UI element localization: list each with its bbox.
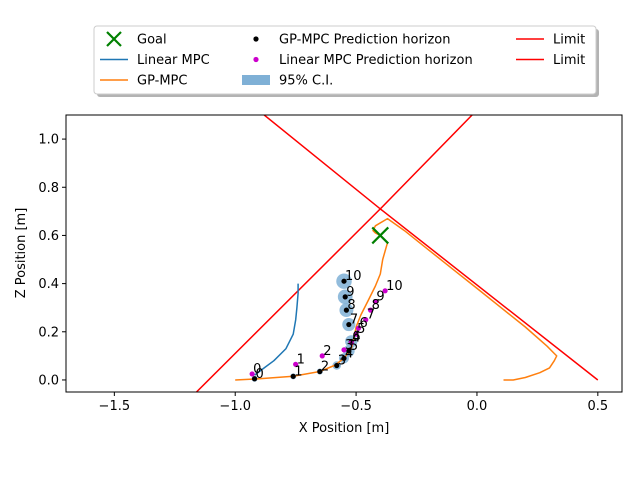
gp-pred-point-7 <box>346 321 352 328</box>
linear-pred-point-5 <box>353 331 359 337</box>
linear-step-label-6: 6 <box>360 316 368 331</box>
legend-label-5: Limit <box>553 53 585 68</box>
x-axis-label: X Position [m] <box>299 421 390 436</box>
linear-step-label-0: 0 <box>253 362 261 377</box>
axes-layer: −1.5 −1.0 −0.5 0.0 0.5 0.0 0.2 0.4 0.6 0.8 1.0 <box>38 114 623 414</box>
gp-pred-point-4 <box>341 355 347 361</box>
x-tick-label-0: −1.5 <box>99 399 131 414</box>
goal-marker <box>371 226 390 245</box>
legend-handle-0 <box>106 31 122 47</box>
gp-step-label-2: 2 <box>321 360 329 375</box>
gp-pred-point-1 <box>290 373 296 379</box>
y-tick-label-5: 1.0 <box>38 133 59 148</box>
gp-step-label-7: 7 <box>350 313 358 328</box>
linear-mpc-trajectory <box>254 283 299 376</box>
legend-handle-4 <box>253 56 259 63</box>
y-tick-label-4: 0.8 <box>38 181 59 196</box>
gp-step-label-10: 10 <box>345 269 362 284</box>
gp-step-label-1: 1 <box>294 364 302 379</box>
gp-pred-point-8 <box>343 307 350 313</box>
linear-step-label-5: 5 <box>357 322 365 337</box>
linear-pred-point-10 <box>382 288 388 294</box>
plot-area <box>195 115 599 392</box>
y-tick-label-3: 0.6 <box>38 229 59 244</box>
legend-box <box>93 25 597 95</box>
limit-line-1 <box>263 115 473 210</box>
gp-mpc-trajectory <box>235 217 558 381</box>
linear-step-label-8: 8 <box>372 298 380 313</box>
linear-step-label-1: 1 <box>297 352 305 367</box>
y-tick-label-2: 0.4 <box>38 277 59 292</box>
legend-label-4: Linear MPC Prediction horizon <box>279 53 473 68</box>
linear-pred-point-0 <box>249 371 255 377</box>
axes-frame <box>65 114 623 393</box>
gp-step-label-3: 3 <box>338 354 346 369</box>
x-tick-label-4: 0.5 <box>587 399 608 414</box>
legend-label-3: Linear MPC <box>137 53 210 68</box>
gp-step-label-5: 5 <box>350 339 358 354</box>
linear-pred-point-3 <box>341 347 347 353</box>
x-tick-label-3: 0.0 <box>467 399 488 414</box>
linear-pred-point-4 <box>348 340 354 346</box>
gp-step-label-0: 0 <box>256 367 264 382</box>
linear-pred-point-8 <box>367 307 374 313</box>
gp-pred-point-0 <box>251 376 258 382</box>
legend-handle-1 <box>253 36 259 42</box>
linear-pred-point-6 <box>355 325 362 331</box>
gp-step-label-4: 4 <box>345 346 353 361</box>
gp-step-label-6: 6 <box>352 329 360 344</box>
legend-label-1: GP-MPC Prediction horizon <box>279 33 450 48</box>
linear-step-label-9: 9 <box>376 290 384 305</box>
legend: Goal GP-MPC Prediction horizon Limit Linear… <box>93 25 599 97</box>
linear-pred-point-1 <box>293 361 299 367</box>
linear-pred-point-2 <box>319 353 325 359</box>
x-tick-label-2: −0.5 <box>340 399 372 414</box>
y-axis-label: Z Position [m] <box>14 208 29 299</box>
gp-pred-point-2 <box>317 368 323 375</box>
linear-step-label-10: 10 <box>386 279 403 294</box>
linear-step-label-4: 4 <box>352 331 360 346</box>
linear-step-label-2: 2 <box>323 344 331 359</box>
linear-step-label-3: 3 <box>345 338 353 353</box>
gp-pred-point-3 <box>334 362 340 369</box>
y-tick-label-0: 0.0 <box>38 373 59 388</box>
legend-label-0: Goal <box>137 33 167 48</box>
x-tick-label-1: −1.0 <box>219 399 251 414</box>
gp-pred-point-5 <box>346 348 352 354</box>
legend-label-6: GP-MPC <box>137 74 187 89</box>
linear-step-label-7: 7 <box>367 308 375 323</box>
linear-pred-point-7 <box>363 317 369 323</box>
gp-pred-point-10 <box>341 278 347 284</box>
gp-step-label-8: 8 <box>347 298 355 313</box>
legend-label-2: Limit <box>553 33 585 48</box>
legend-handle-7 <box>242 75 270 85</box>
legend-label-7: 95% C.I. <box>279 74 333 89</box>
gp-pred-point-9 <box>342 294 348 300</box>
gp-step-label-9: 9 <box>346 285 354 300</box>
linear-pred-point-9 <box>372 299 379 305</box>
y-tick-label-1: 0.2 <box>38 325 59 340</box>
